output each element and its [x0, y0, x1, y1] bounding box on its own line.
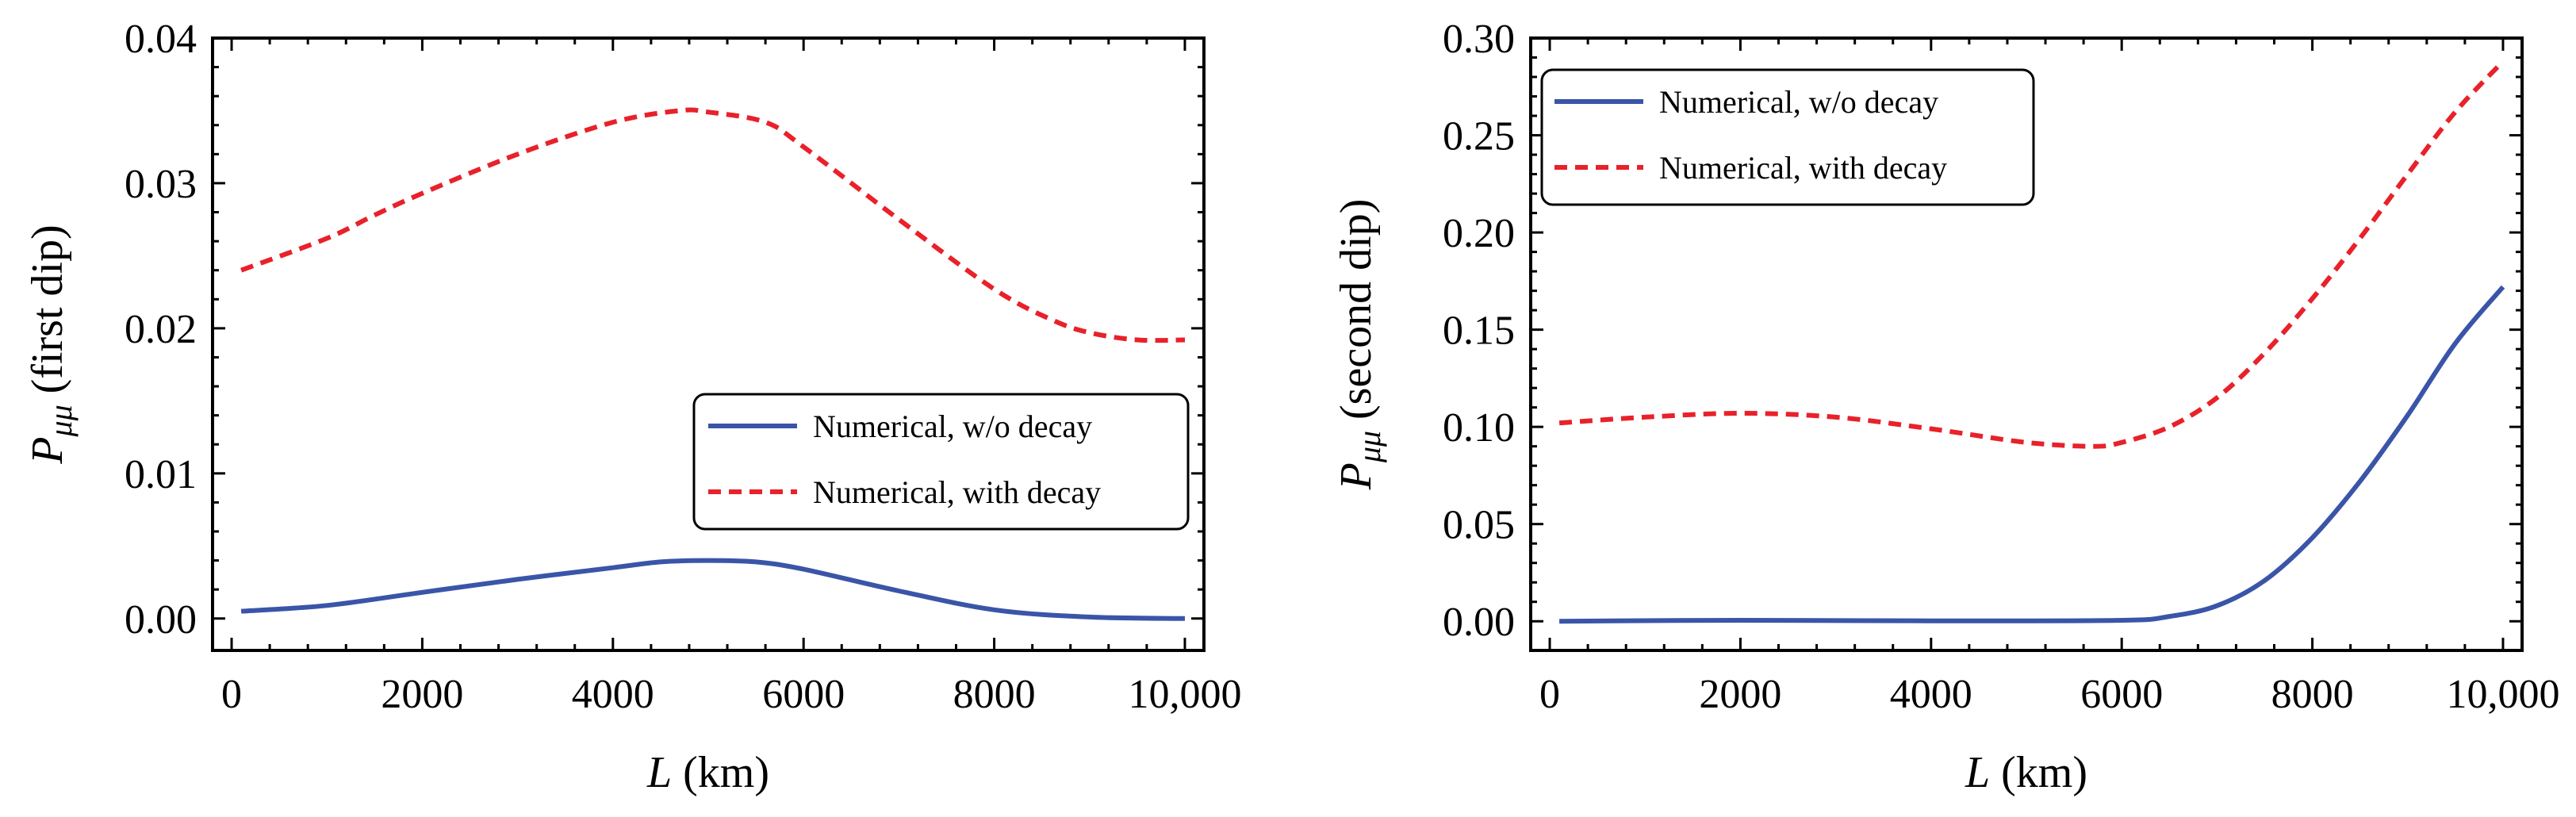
- tick-layer: 0 2000 4000 6000 8000 10,000 0.00 0.01 0.02 0.03 0…: [125, 17, 1241, 717]
- series-layer: [240, 107, 1186, 621]
- x-tick-label: 0: [1539, 672, 1560, 717]
- plot-frame: [1529, 36, 2524, 652]
- y-tick-label: 0.00: [1443, 600, 1515, 645]
- series-line-with-decay: [240, 107, 1186, 343]
- y-axis-text: (first dip): [23, 224, 72, 405]
- y-tick-label: 0.01: [125, 452, 197, 497]
- y-tick-label: 0.25: [1443, 114, 1515, 159]
- y-axis-title: Pμμ (first dip): [23, 224, 79, 464]
- x-tick-label: 6000: [2080, 672, 2163, 717]
- legend: Numerical, w/o decay Numerical, with dec…: [1540, 68, 2035, 206]
- series-line-with-decay: [1558, 59, 2505, 449]
- legend-box: [692, 393, 1190, 531]
- x-tick-label: 2000: [1699, 672, 1781, 717]
- legend: Numerical, w/o decay Numerical, with dec…: [692, 393, 1190, 531]
- x-axis-var: L: [1965, 748, 1990, 797]
- y-tick-label: 0.02: [125, 307, 197, 352]
- x-axis-title: L (km): [646, 748, 769, 797]
- x-axis-var: L: [646, 748, 672, 797]
- x-tick-label: 6000: [762, 672, 845, 717]
- y-axis-sub: μμ: [43, 405, 79, 437]
- x-axis-title: L (km): [1965, 748, 2087, 797]
- y-tick-label: 0.10: [1443, 405, 1515, 451]
- legend-box: [1540, 68, 2035, 206]
- y-axis-var: P: [1332, 462, 1381, 490]
- y-tick-label: 0.03: [125, 162, 197, 207]
- legend-label: Numerical, w/o decay: [1659, 84, 1938, 120]
- chart-first-dip: 0 2000 4000 6000 8000 10,000 0.00 0.01 0.02 0.03 0…: [23, 17, 1241, 797]
- series-line-without-decay: [240, 558, 1186, 621]
- y-tick-label: 0.30: [1443, 17, 1515, 62]
- x-tick-label: 4000: [1890, 672, 1972, 717]
- plot-frame: [211, 36, 1206, 652]
- x-tick-label: 4000: [572, 672, 654, 717]
- y-tick-label: 0.20: [1443, 211, 1515, 256]
- chart-second-dip: 0 2000 4000 6000 8000 10,000 0.00 0.05 0.10 0.15 0…: [1332, 17, 2559, 797]
- tick-layer: 0 2000 4000 6000 8000 10,000 0.00 0.05 0.10 0.15 0…: [1443, 17, 2559, 717]
- legend-label: Numerical, with decay: [813, 474, 1101, 510]
- y-tick-label: 0.00: [125, 597, 197, 642]
- x-tick-label: 10,000: [1128, 672, 1241, 717]
- y-tick-label: 0.04: [125, 17, 197, 62]
- series-layer: [1558, 59, 2505, 624]
- x-tick-label: 8000: [2271, 672, 2354, 717]
- y-axis-text: (second dip): [1332, 199, 1381, 431]
- y-axis-sub: μμ: [1351, 431, 1387, 463]
- x-tick-label: 2000: [381, 672, 463, 717]
- series-line-without-decay: [1559, 285, 2505, 624]
- y-axis-var: P: [23, 437, 72, 465]
- y-axis-title: Pμμ (second dip): [1332, 199, 1387, 491]
- y-tick-label: 0.15: [1443, 309, 1515, 354]
- x-axis-unit: (km): [672, 748, 769, 797]
- x-tick-label: 8000: [953, 672, 1036, 717]
- x-axis-unit: (km): [1990, 748, 2087, 797]
- legend-label: Numerical, with decay: [1659, 150, 1947, 186]
- x-tick-label: 0: [221, 672, 242, 717]
- y-tick-label: 0.05: [1443, 503, 1515, 548]
- x-tick-label: 10,000: [2446, 672, 2559, 717]
- legend-label: Numerical, w/o decay: [813, 408, 1092, 444]
